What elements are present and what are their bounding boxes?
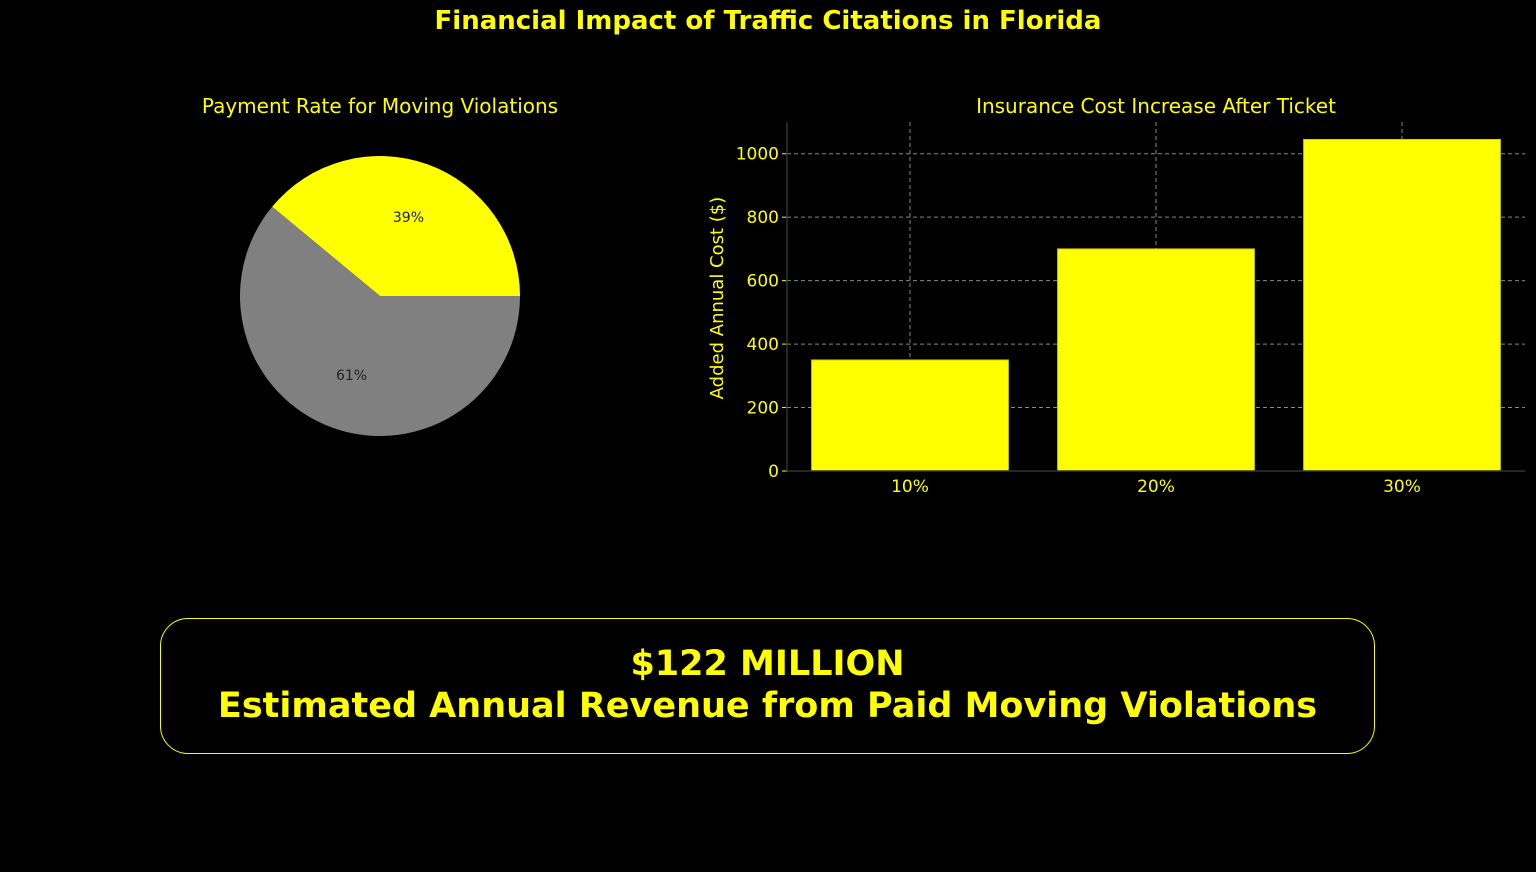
x-tick-label: 10% bbox=[891, 477, 929, 497]
y-tick-label: 200 bbox=[747, 399, 779, 419]
revenue-callout-box: $122 MILLION Estimated Annual Revenue fr… bbox=[160, 618, 1375, 754]
y-tick-label: 600 bbox=[747, 272, 779, 292]
bar bbox=[1303, 138, 1501, 472]
callout-subtext: Estimated Annual Revenue from Paid Movin… bbox=[217, 686, 1318, 726]
x-tick-label: 30% bbox=[1383, 477, 1421, 497]
main-title: Financial Impact of Traffic Citations in… bbox=[434, 6, 1102, 36]
callout-headline: $122 MILLION bbox=[630, 644, 905, 684]
y-tick-label: 800 bbox=[747, 208, 779, 228]
bar bbox=[1057, 248, 1255, 472]
pie-chart: 39% 61% bbox=[240, 155, 521, 436]
y-tick-label: 1000 bbox=[736, 145, 779, 165]
pie-slice-label: 61% bbox=[336, 368, 367, 384]
bar-chart-title: Insurance Cost Increase After Ticket bbox=[976, 94, 1336, 118]
pie-slice-label: 39% bbox=[393, 210, 424, 226]
y-axis-label: Added Annual Cost ($) bbox=[707, 197, 728, 400]
bar-chart: 0 200 400 600 800 1000 10% 20% 30% Added Annual … bbox=[707, 122, 1525, 497]
pie-chart-title: Payment Rate for Moving Violations bbox=[201, 94, 559, 118]
y-tick-label: 0 bbox=[768, 462, 779, 482]
bar bbox=[811, 359, 1009, 472]
bar-axes: 0 200 400 600 800 1000 10% 20% 30% bbox=[736, 122, 1525, 497]
x-tick-label: 20% bbox=[1137, 477, 1175, 497]
pie-slice bbox=[240, 206, 521, 436]
bar-series bbox=[811, 138, 1501, 472]
pie-slice bbox=[272, 155, 520, 296]
y-tick-label: 400 bbox=[747, 335, 779, 355]
pie-slices: 39% 61% bbox=[240, 155, 521, 436]
